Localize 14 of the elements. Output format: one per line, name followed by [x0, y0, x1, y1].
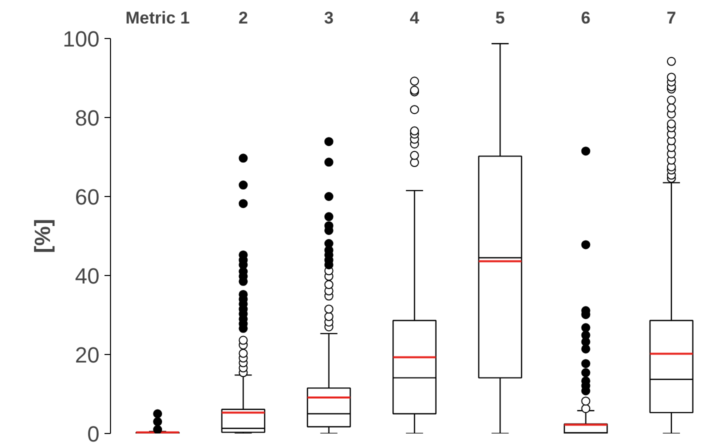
x-tick-label: 6 [581, 8, 591, 28]
y-tick-label: 20 [75, 342, 100, 368]
y-tick-label: 60 [75, 184, 100, 210]
x-tick-label: 7 [666, 8, 676, 28]
y-tick-label: 40 [75, 264, 100, 288]
x-tick-label: 2 [238, 8, 248, 28]
y-tick-label: 0 [87, 422, 100, 446]
x-tick-label: 4 [410, 8, 420, 28]
x-tick-label: Metric 1 [125, 8, 190, 28]
x-tick-label: 5 [495, 8, 505, 28]
y-tick-label: 80 [75, 106, 100, 130]
y-tick-label: 100 [62, 26, 100, 52]
x-tick-label: 3 [324, 8, 334, 28]
y-axis-title: [%] [30, 218, 55, 254]
